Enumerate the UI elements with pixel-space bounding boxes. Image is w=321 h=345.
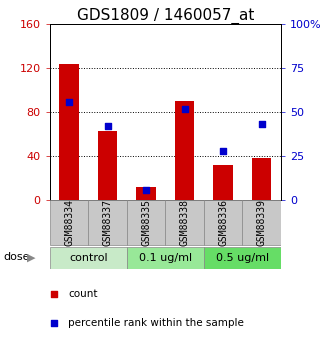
- Text: GSM88337: GSM88337: [102, 199, 113, 246]
- Bar: [252, 158, 271, 200]
- Bar: [204, 200, 242, 245]
- Bar: [88, 200, 127, 245]
- Point: [105, 124, 110, 129]
- Title: GDS1809 / 1460057_at: GDS1809 / 1460057_at: [77, 8, 254, 24]
- Bar: [50, 200, 88, 245]
- Text: GSM88335: GSM88335: [141, 199, 151, 246]
- Point: [259, 122, 264, 127]
- Bar: [175, 101, 194, 200]
- Point: [221, 148, 226, 154]
- Text: percentile rank within the sample: percentile rank within the sample: [68, 318, 244, 328]
- Text: control: control: [69, 253, 108, 263]
- Bar: [98, 131, 117, 200]
- Point: [52, 292, 57, 297]
- Bar: [136, 187, 156, 200]
- Text: GSM88336: GSM88336: [218, 199, 228, 246]
- Text: GSM88334: GSM88334: [64, 199, 74, 246]
- Point: [52, 321, 57, 326]
- Bar: [204, 247, 281, 269]
- Point: [182, 106, 187, 111]
- Text: count: count: [68, 289, 98, 299]
- Text: dose: dose: [3, 252, 30, 262]
- Text: GSM88339: GSM88339: [256, 199, 267, 246]
- Bar: [213, 165, 233, 200]
- Text: 0.5 ug/ml: 0.5 ug/ml: [216, 253, 269, 263]
- Bar: [127, 200, 165, 245]
- Bar: [127, 247, 204, 269]
- Text: GSM88338: GSM88338: [179, 199, 190, 246]
- Text: 0.1 ug/ml: 0.1 ug/ml: [139, 253, 192, 263]
- Bar: [59, 64, 79, 200]
- Bar: [50, 247, 127, 269]
- Text: ▶: ▶: [27, 253, 36, 263]
- Bar: [165, 200, 204, 245]
- Bar: [242, 200, 281, 245]
- Point: [66, 99, 72, 104]
- Point: [143, 187, 149, 192]
